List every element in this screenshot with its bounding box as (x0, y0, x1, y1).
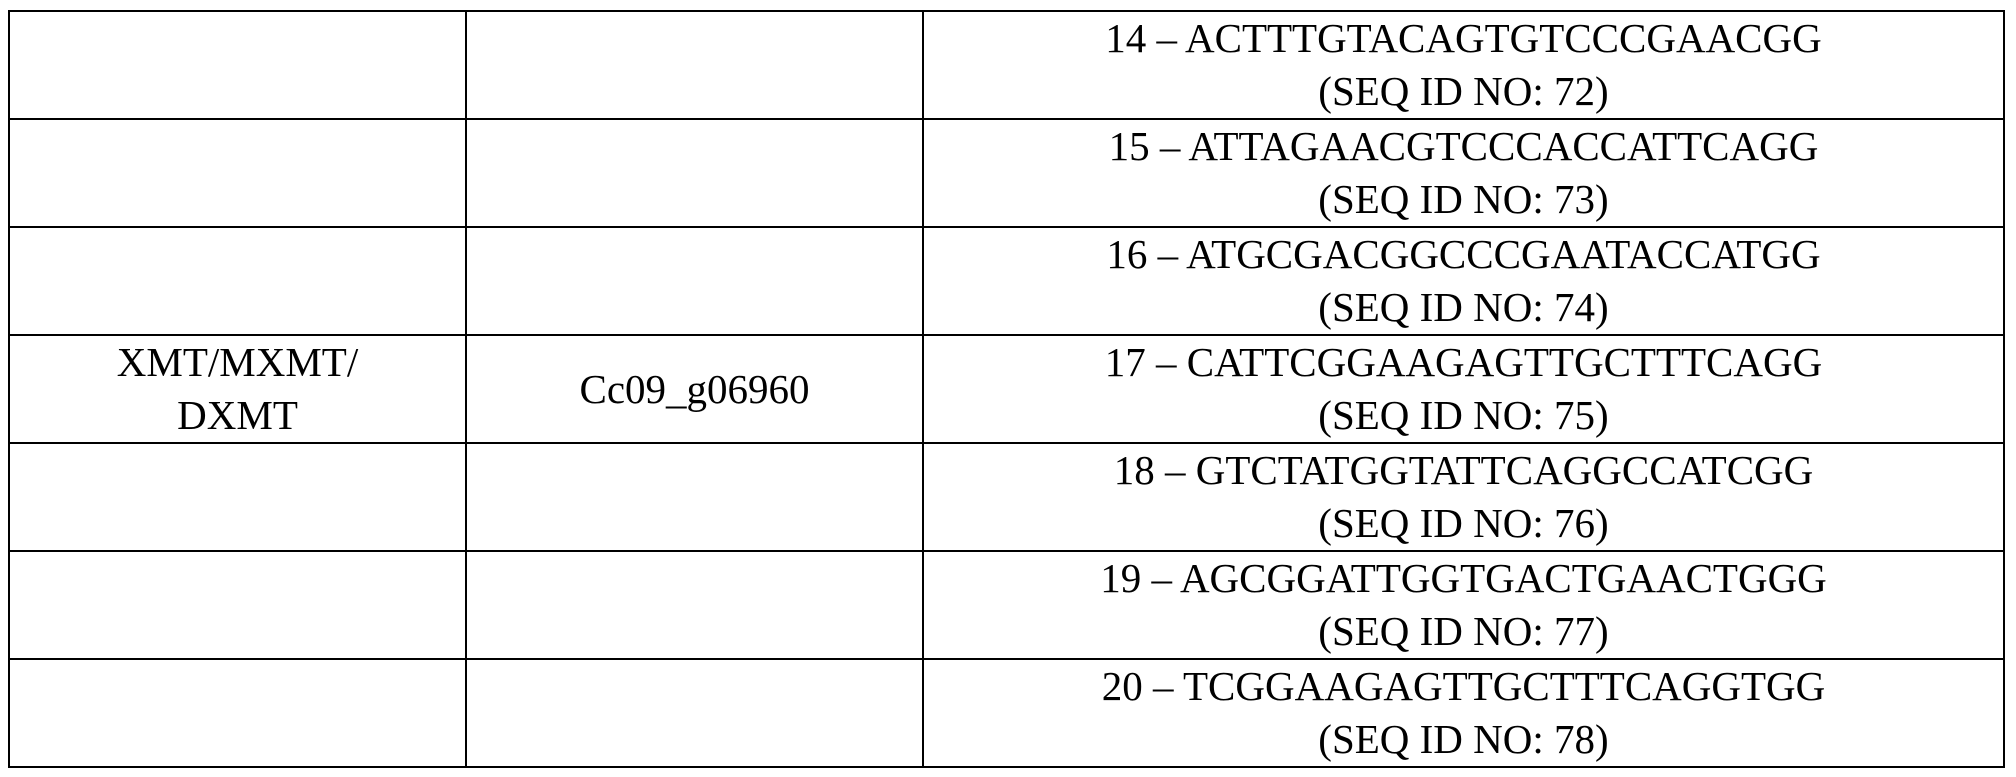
table-row: 20 – TCGGAAGAGTTGCTTTCAGGTGG (SEQ ID NO:… (8, 658, 2005, 768)
gene-id-cell (465, 118, 924, 228)
seq-id-label: (SEQ ID NO: 75) (1318, 392, 1609, 438)
table-row: 19 – AGCGGATTGGTGACTGAACTGGG (SEQ ID NO:… (8, 550, 2005, 660)
guide-cell: 18 – GTCTATGGTATTCAGGCCATCGG (SEQ ID NO:… (922, 442, 2005, 552)
table-row: 14 – ACTTTGTACAGTGTCCCGAACGG (SEQ ID NO:… (8, 10, 2005, 120)
seq-id-label: (SEQ ID NO: 76) (1318, 500, 1609, 546)
gene-id-cell: Cc09_g06960 (465, 334, 924, 444)
gene-id: Cc09_g06960 (579, 365, 810, 412)
gene-id-cell (465, 442, 924, 552)
guide-cell: 16 – ATGCGACGGCCCGAATACCATGG (SEQ ID NO:… (922, 226, 2005, 336)
gene-cell (8, 658, 467, 768)
gene-cell (8, 550, 467, 660)
guide-cell: 14 – ACTTTGTACAGTGTCCCGAACGG (SEQ ID NO:… (922, 10, 2005, 120)
guide-sequence: 17 – CATTCGGAAGAGTTGCTTTCAGG (1104, 339, 1823, 385)
guide-sequence: 19 – AGCGGATTGGTGACTGAACTGGG (1100, 555, 1827, 601)
guide-cell: 15 – ATTAGAACGTCCCACCATTCAGG (SEQ ID NO:… (922, 118, 2005, 228)
guide-cell: 17 – CATTCGGAAGAGTTGCTTTCAGG (SEQ ID NO:… (922, 334, 2005, 444)
gene-cell (8, 10, 467, 120)
gene-name-line1: XMT/MXMT/ (116, 339, 359, 385)
guide-cell: 20 – TCGGAAGAGTTGCTTTCAGGTGG (SEQ ID NO:… (922, 658, 2005, 768)
seq-id-label: (SEQ ID NO: 78) (1318, 716, 1609, 762)
table-row: 16 – ATGCGACGGCCCGAATACCATGG (SEQ ID NO:… (8, 226, 2005, 336)
seq-id-label: (SEQ ID NO: 74) (1318, 284, 1609, 330)
guide-sequence: 20 – TCGGAAGAGTTGCTTTCAGGTGG (1101, 663, 1826, 709)
table-row: XMT/MXMT/ DXMT Cc09_g06960 17 – CATTCGGA… (8, 334, 2005, 444)
guide-cell: 19 – AGCGGATTGGTGACTGAACTGGG (SEQ ID NO:… (922, 550, 2005, 660)
gene-id-cell (465, 550, 924, 660)
sequence-table: 14 – ACTTTGTACAGTGTCCCGAACGG (SEQ ID NO:… (8, 10, 2005, 768)
guide-sequence: 16 – ATGCGACGGCCCGAATACCATGG (1106, 231, 1821, 277)
gene-id-cell (465, 226, 924, 336)
gene-cell (8, 442, 467, 552)
gene-cell: XMT/MXMT/ DXMT (8, 334, 467, 444)
gene-name-line2: DXMT (177, 392, 298, 438)
seq-id-label: (SEQ ID NO: 72) (1318, 68, 1609, 114)
gene-id-cell (465, 10, 924, 120)
guide-sequence: 15 – ATTAGAACGTCCCACCATTCAGG (1108, 123, 1819, 169)
gene-cell (8, 226, 467, 336)
seq-id-label: (SEQ ID NO: 73) (1318, 176, 1609, 222)
seq-id-label: (SEQ ID NO: 77) (1318, 608, 1609, 654)
guide-sequence: 14 – ACTTTGTACAGTGTCCCGAACGG (1105, 15, 1822, 61)
table-row: 15 – ATTAGAACGTCCCACCATTCAGG (SEQ ID NO:… (8, 118, 2005, 228)
gene-id-cell (465, 658, 924, 768)
gene-cell (8, 118, 467, 228)
guide-sequence: 18 – GTCTATGGTATTCAGGCCATCGG (1113, 447, 1814, 493)
table-row: 18 – GTCTATGGTATTCAGGCCATCGG (SEQ ID NO:… (8, 442, 2005, 552)
